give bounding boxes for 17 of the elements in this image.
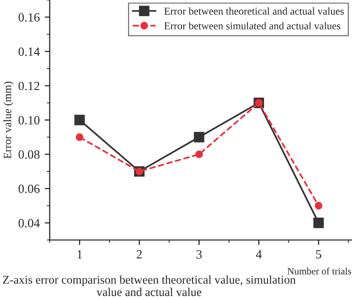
y-tick-label: 0.10 [18, 116, 40, 125]
y-tick-label: 0.12 [18, 82, 40, 90]
legend-label: Error between theoretical and actual values [164, 7, 344, 15]
x-tick-label: 2 [136, 250, 142, 258]
x-axis-title: Number of trials [287, 268, 352, 274]
y-tick-label: 0.06 [18, 184, 40, 194]
x-tick-label: 4 [256, 250, 262, 258]
text: Z-axis error comparison between theoretical value, simulation value and actual value [2, 275, 296, 296]
y-tick-label: 0.14 [18, 47, 40, 56]
y-tick-label: 0.08 [18, 150, 40, 159]
y-tick-label: 0.16 [18, 13, 40, 22]
legend-label: Error between simulated and actual values [164, 22, 340, 30]
x-tick-label: 3 [196, 250, 202, 259]
y-axis-title: Error value (mm) [3, 82, 14, 159]
y-tick-label: 0.04 [18, 218, 40, 228]
x-tick-label: 1 [78, 250, 82, 258]
x-tick-label: 5 [316, 250, 322, 259]
